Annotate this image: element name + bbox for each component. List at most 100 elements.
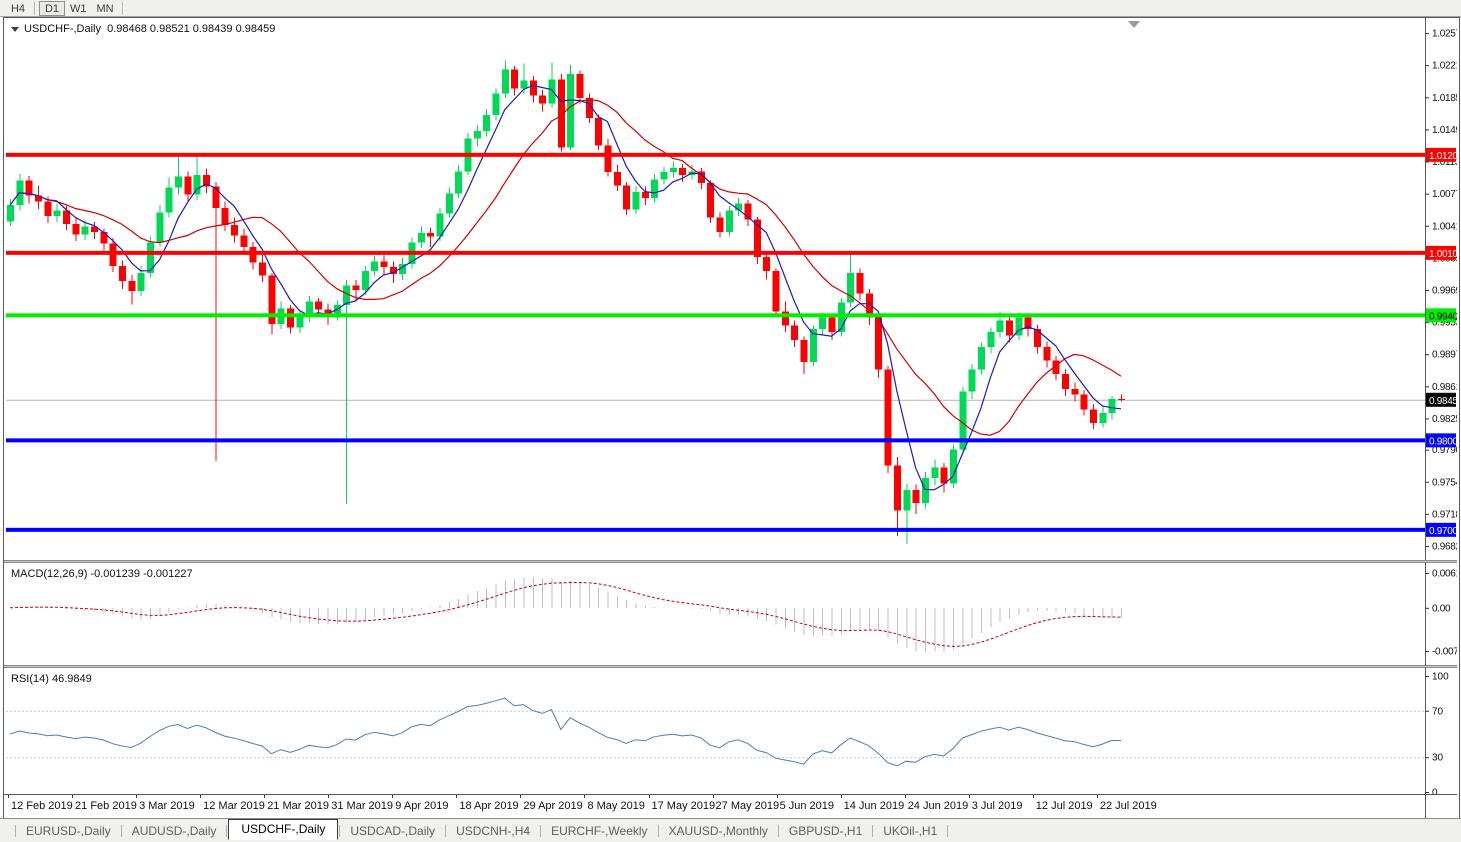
tab-xauusd-monthly[interactable]: XAUUSD-,Monthly	[668, 823, 768, 838]
tab-separator	[445, 824, 447, 837]
timeframe-toolbar: H4 D1 W1 MN	[0, 0, 1461, 17]
macd-label: MACD(12,26,9) -0.001239 -0.001227	[11, 568, 193, 580]
scroll-anchor-icon	[1128, 21, 1140, 28]
date-label: 8 May 2019	[587, 800, 645, 812]
date-tick	[392, 795, 394, 798]
date-label: 17 May 2019	[651, 800, 716, 812]
date-axis[interactable]: 12 Feb 2019 21 Feb 2019 3 Mar 2019 12 Mar 2…	[4, 794, 1457, 818]
date-label: 9 Apr 2019	[395, 800, 449, 812]
tab-eurchf-weekly[interactable]: EURCHF-,Weekly	[551, 823, 648, 838]
price-tick-label: 0.96820	[1432, 541, 1457, 552]
date-label: 5 Jun 2019	[779, 800, 835, 812]
level-line-0.97001[interactable]	[6, 527, 1425, 532]
tab-gbpusd-h1[interactable]: GBPUSD-,H1	[788, 823, 863, 838]
axis-corner-divider	[1425, 795, 1426, 818]
pane-splitter-macd[interactable]	[4, 560, 1457, 563]
macd-canvas[interactable]: 0.00613 0.00 -0.00761	[4, 563, 1457, 665]
tab-usdcad-daily[interactable]: USDCAD-,Daily	[350, 823, 436, 838]
price-tick-label: 0.98970	[1432, 350, 1457, 361]
tab-separator	[777, 824, 779, 837]
tab-usdcnh-h4[interactable]: USDCNH-,H4	[456, 823, 531, 838]
tab-usdchf-daily[interactable]: USDCHF-,Daily	[228, 819, 339, 840]
price-tick-label: 0.98250	[1432, 414, 1457, 425]
pane-splitter-rsi[interactable]	[4, 665, 1457, 668]
rsi-tick-label: 30	[1432, 753, 1444, 764]
macd-tick-label: 0.00613	[1432, 569, 1457, 580]
date-tick	[72, 795, 74, 798]
level-line-0.98004[interactable]	[6, 438, 1425, 443]
date-tick	[584, 795, 586, 798]
rsi-axis[interactable]: 100 70 30 0	[1425, 672, 1449, 795]
candles[interactable]	[7, 60, 1125, 545]
expand-one-click-trading-icon[interactable]	[11, 26, 19, 32]
tab-separator	[339, 824, 341, 837]
date-label: 12 Feb 2019	[11, 800, 73, 812]
rsi-tick-label: 100	[1432, 672, 1449, 683]
date-label: 29 Apr 2019	[523, 800, 583, 812]
timeframe-button-d1[interactable]: D1	[39, 0, 65, 16]
tab-separator	[226, 824, 228, 837]
date-tick	[328, 795, 330, 798]
date-label: 21 Feb 2019	[75, 800, 137, 812]
date-label: 12 Jul 2019	[1035, 800, 1093, 812]
date-tick	[520, 795, 522, 798]
date-label: 3 Jul 2019	[971, 800, 1023, 812]
horizontal-level-lines[interactable]: 1.01205 1.00106 0.99406 0.98004 0.97001	[6, 147, 1457, 537]
date-label: 12 Mar 2019	[203, 800, 265, 812]
date-label: 22 Jul 2019	[1099, 800, 1157, 812]
macd-pane[interactable]: MACD(12,26,9) -0.001239 -0.001227 0.0061…	[4, 563, 1457, 665]
tab-separator	[540, 824, 542, 837]
rsi-label: RSI(14) 46.9849	[11, 673, 92, 685]
date-tick	[648, 795, 650, 798]
level-price-label: 0.99406	[1429, 311, 1457, 322]
tab-separator	[947, 824, 949, 837]
price-tick-label: 1.02570	[1432, 29, 1457, 40]
date-tick	[776, 795, 778, 798]
level-line-1.01205[interactable]	[6, 152, 1425, 157]
macd-histogram	[19, 577, 1122, 653]
price-tick-label: 0.99690	[1432, 285, 1457, 296]
date-label: 21 Mar 2019	[267, 800, 329, 812]
date-tick	[840, 795, 842, 798]
price-tick-label: 1.01490	[1432, 125, 1457, 136]
date-tick	[264, 795, 266, 798]
tab-separator	[15, 824, 16, 837]
date-tick	[456, 795, 458, 798]
ma-slow-line	[9, 98, 1122, 436]
date-label: 14 Jun 2019	[843, 800, 905, 812]
date-tick	[200, 795, 202, 798]
price-chart-canvas[interactable]: 1.02570 1.02210 1.01850 1.01490 1.01130 1.007…	[4, 18, 1457, 560]
price-tick-label: 1.00410	[1432, 221, 1457, 232]
level-line-1.00106[interactable]	[6, 250, 1425, 255]
rsi-canvas[interactable]: 100 70 30 0	[4, 668, 1457, 794]
timeframe-button-mn[interactable]: MN	[96, 2, 114, 15]
tab-eurusd-daily[interactable]: EURUSD-,Daily	[26, 823, 111, 838]
rsi-pane[interactable]: RSI(14) 46.9849 100 70 30 0	[4, 668, 1457, 794]
price-tick-label: 1.01850	[1432, 93, 1457, 104]
price-tick-label: 0.97180	[1432, 509, 1457, 520]
level-line-0.99406[interactable]	[6, 313, 1425, 318]
macd-signal-line	[9, 582, 1122, 647]
current-price-label: 0.98459	[1429, 396, 1457, 407]
rsi-tick-label: 0	[1432, 788, 1438, 795]
tab-separator	[657, 824, 659, 837]
main-chart-pane[interactable]: USDCHF-,Daily 0.98468 0.98521 0.98439 0.…	[4, 18, 1457, 560]
date-tick	[712, 795, 714, 798]
rsi-tick-label: 70	[1432, 706, 1444, 717]
price-tick-label: 0.99330	[1432, 318, 1457, 329]
current-price-box	[1426, 392, 1456, 407]
tab-separator	[120, 824, 122, 837]
date-label: 24 Jun 2019	[907, 800, 969, 812]
macd-tick-label: -0.00761	[1432, 647, 1457, 658]
chart-window: USDCHF-,Daily 0.98468 0.98521 0.98439 0.…	[3, 17, 1460, 820]
chart-title-row: USDCHF-,Daily 0.98468 0.98521 0.98439 0.…	[11, 23, 275, 35]
tab-ukoil-h1[interactable]: UKOil-,H1	[883, 823, 938, 838]
date-label: 3 Mar 2019	[139, 800, 195, 812]
toolbar-separator	[34, 1, 36, 15]
date-tick	[1096, 795, 1098, 798]
timeframe-button-h4[interactable]: H4	[10, 2, 26, 15]
tab-audusd-daily[interactable]: AUDUSD-,Daily	[131, 823, 217, 838]
macd-axis[interactable]: 0.00613 0.00 -0.00761	[1425, 569, 1457, 658]
timeframe-button-w1[interactable]: W1	[70, 2, 87, 15]
price-axis[interactable]: 1.02570 1.02210 1.01850 1.01490 1.01130 1.007…	[1425, 29, 1457, 553]
